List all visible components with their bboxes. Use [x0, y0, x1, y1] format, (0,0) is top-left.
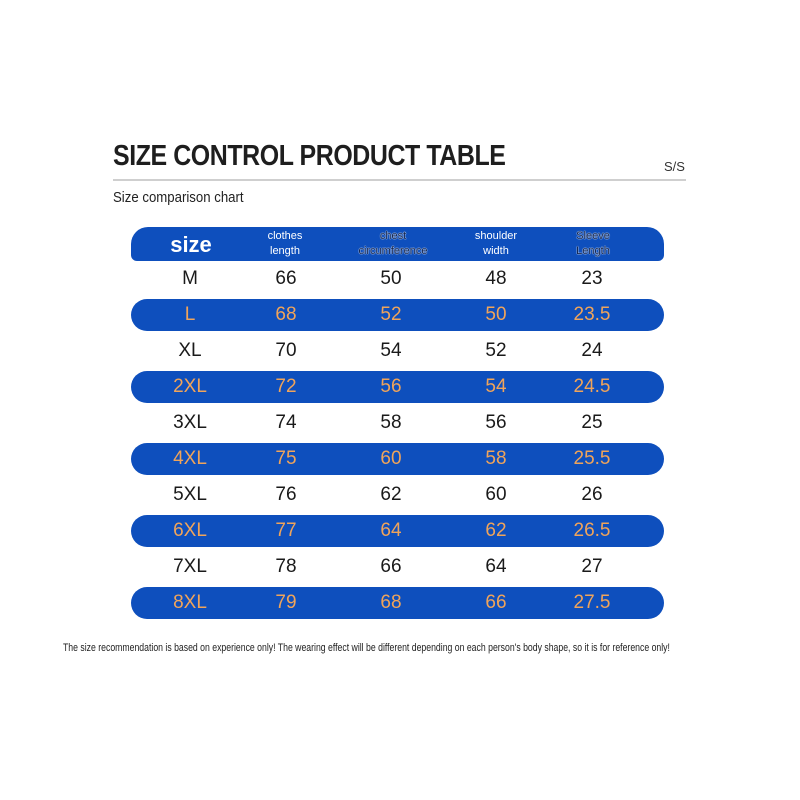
cell-chest: 60 — [380, 448, 402, 469]
header-shoulder: shoulder width — [446, 227, 546, 261]
cell-sleeve: 23.5 — [573, 304, 611, 325]
cell-shoulder: 52 — [485, 340, 507, 361]
table-row: M 66 50 48 23 — [131, 263, 664, 295]
cell-sleeve: 27.5 — [573, 592, 611, 613]
cell-shoulder: 64 — [485, 556, 507, 577]
header-clothes-length: clothes length — [235, 227, 335, 261]
cell-clothes-length: 70 — [275, 340, 297, 361]
table-row: 2XL 72 56 54 24.5 — [131, 371, 664, 403]
table-row: 8XL 79 68 66 27.5 — [131, 587, 664, 619]
cell-sleeve: 26.5 — [573, 520, 611, 541]
cell-chest: 52 — [380, 304, 402, 325]
table-row: 5XL 76 62 60 26 — [131, 479, 664, 511]
cell-sleeve: 25 — [581, 412, 603, 433]
header-clothes-length-line1: clothes — [267, 230, 303, 242]
table-row: L 68 52 50 23.5 — [131, 299, 664, 331]
table-row: 3XL 74 58 56 25 — [131, 407, 664, 439]
cell-chest: 54 — [380, 340, 402, 361]
cell-shoulder: 48 — [485, 268, 507, 289]
header-sleeve-line1: Sleeve — [576, 230, 610, 242]
subtitle: Size comparison chart — [113, 189, 244, 206]
header-sleeve-line2: Length — [576, 245, 610, 257]
header-clothes-length-line2: length — [270, 245, 300, 257]
cell-chest: 68 — [380, 592, 402, 613]
cell-clothes-length: 66 — [275, 268, 297, 289]
cell-size: 3XL — [173, 412, 207, 433]
cell-clothes-length: 79 — [275, 592, 297, 613]
cell-sleeve: 25.5 — [573, 448, 611, 469]
cell-shoulder: 62 — [485, 520, 507, 541]
cell-size: 6XL — [173, 520, 207, 541]
header-chest: chest circumference — [343, 227, 443, 261]
title-divider — [113, 179, 686, 181]
cell-clothes-length: 76 — [275, 484, 297, 505]
disclaimer-note: The size recommendation is based on expe… — [63, 642, 670, 654]
cell-chest: 66 — [380, 556, 402, 577]
header-chest-line2: circumference — [358, 245, 428, 257]
cell-shoulder: 54 — [485, 376, 507, 397]
cell-size: M — [182, 268, 198, 289]
cell-shoulder: 58 — [485, 448, 507, 469]
cell-size: 8XL — [173, 592, 207, 613]
cell-size: 4XL — [173, 448, 207, 469]
header-sleeve: Sleeve Length — [543, 227, 643, 261]
cell-chest: 62 — [380, 484, 402, 505]
cell-size: 5XL — [173, 484, 207, 505]
season-tag: S/S — [664, 159, 685, 174]
table-header: size clothes length chest circumference … — [131, 227, 664, 261]
cell-clothes-length: 77 — [275, 520, 297, 541]
cell-shoulder: 56 — [485, 412, 507, 433]
cell-size: 2XL — [173, 376, 207, 397]
table-row: XL 70 54 52 24 — [131, 335, 664, 367]
cell-size: L — [184, 304, 196, 325]
cell-sleeve: 27 — [581, 556, 603, 577]
cell-chest: 64 — [380, 520, 402, 541]
cell-chest: 50 — [380, 268, 402, 289]
cell-shoulder: 50 — [485, 304, 507, 325]
cell-shoulder: 66 — [485, 592, 507, 613]
header-size-label: size — [170, 231, 212, 257]
table-row: 7XL 78 66 64 27 — [131, 551, 664, 583]
header-shoulder-line2: width — [483, 245, 509, 257]
cell-size: XL — [178, 340, 202, 361]
table-row: 4XL 75 60 58 25.5 — [131, 443, 664, 475]
cell-shoulder: 60 — [485, 484, 507, 505]
header-shoulder-line1: shoulder — [474, 230, 518, 242]
cell-clothes-length: 78 — [275, 556, 297, 577]
cell-chest: 58 — [380, 412, 402, 433]
cell-sleeve: 26 — [581, 484, 603, 505]
cell-clothes-length: 72 — [275, 376, 297, 397]
header-size: size — [141, 227, 241, 261]
cell-clothes-length: 75 — [275, 448, 297, 469]
cell-sleeve: 24.5 — [573, 376, 611, 397]
table-row: 6XL 77 64 62 26.5 — [131, 515, 664, 547]
cell-size: 7XL — [173, 556, 207, 577]
cell-clothes-length: 68 — [275, 304, 297, 325]
cell-sleeve: 23 — [581, 268, 603, 289]
page-title: SIZE CONTROL PRODUCT TABLE — [113, 140, 506, 172]
cell-clothes-length: 74 — [275, 412, 297, 433]
cell-chest: 56 — [380, 376, 402, 397]
cell-sleeve: 24 — [581, 340, 603, 361]
header-chest-line1: chest — [379, 230, 407, 242]
